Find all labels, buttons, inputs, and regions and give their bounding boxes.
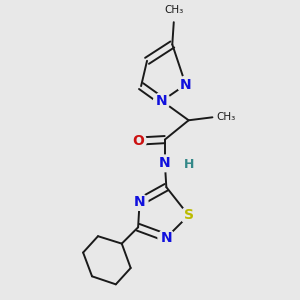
Circle shape (154, 93, 170, 109)
Text: S: S (184, 208, 194, 222)
Circle shape (157, 155, 173, 172)
Text: CH₃: CH₃ (164, 5, 183, 15)
Text: N: N (159, 156, 171, 170)
Circle shape (180, 207, 197, 224)
Circle shape (158, 230, 175, 246)
Text: N: N (180, 78, 191, 92)
Text: N: N (156, 94, 168, 108)
Text: N: N (134, 195, 146, 209)
Circle shape (130, 133, 146, 149)
Circle shape (180, 157, 197, 173)
Text: N: N (160, 231, 172, 245)
Circle shape (131, 194, 148, 210)
Circle shape (177, 76, 194, 93)
Text: H: H (184, 158, 194, 171)
Text: O: O (132, 134, 144, 148)
Text: CH₃: CH₃ (217, 112, 236, 122)
